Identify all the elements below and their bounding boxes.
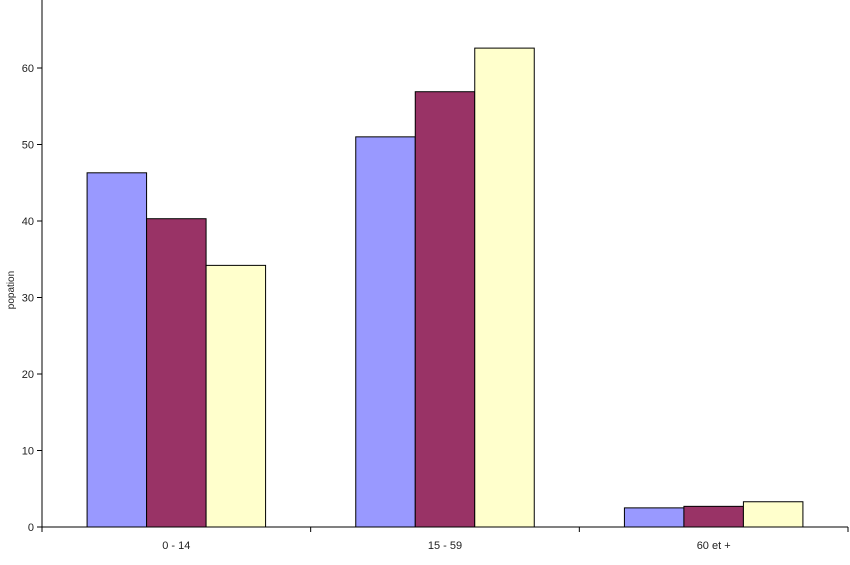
bar-1-2 xyxy=(474,47,535,528)
x-tick-label: 60 et + xyxy=(697,540,731,552)
bar-2-1 xyxy=(683,505,744,528)
x-tick-label: 15 - 59 xyxy=(428,540,462,552)
x-tick-label: 0 - 14 xyxy=(162,540,190,552)
bar-0-2 xyxy=(205,264,267,528)
y-tick-label: 50 xyxy=(22,140,34,152)
bar-1-0 xyxy=(355,136,416,528)
y-tick-label: 40 xyxy=(22,216,34,228)
bar-0-0 xyxy=(86,172,148,528)
y-tick-label: 0 xyxy=(28,522,34,534)
y-tick-label: 10 xyxy=(22,446,34,458)
y-tick-label: 60 xyxy=(22,63,34,75)
bar-2-2 xyxy=(742,501,804,528)
y-tick-label: 20 xyxy=(22,369,34,381)
y-axis-label: popation xyxy=(6,271,17,309)
bar-2-0 xyxy=(623,507,685,528)
bar-0-1 xyxy=(146,218,207,528)
bar-1-1 xyxy=(414,91,476,528)
y-tick-label: 30 xyxy=(22,293,34,305)
